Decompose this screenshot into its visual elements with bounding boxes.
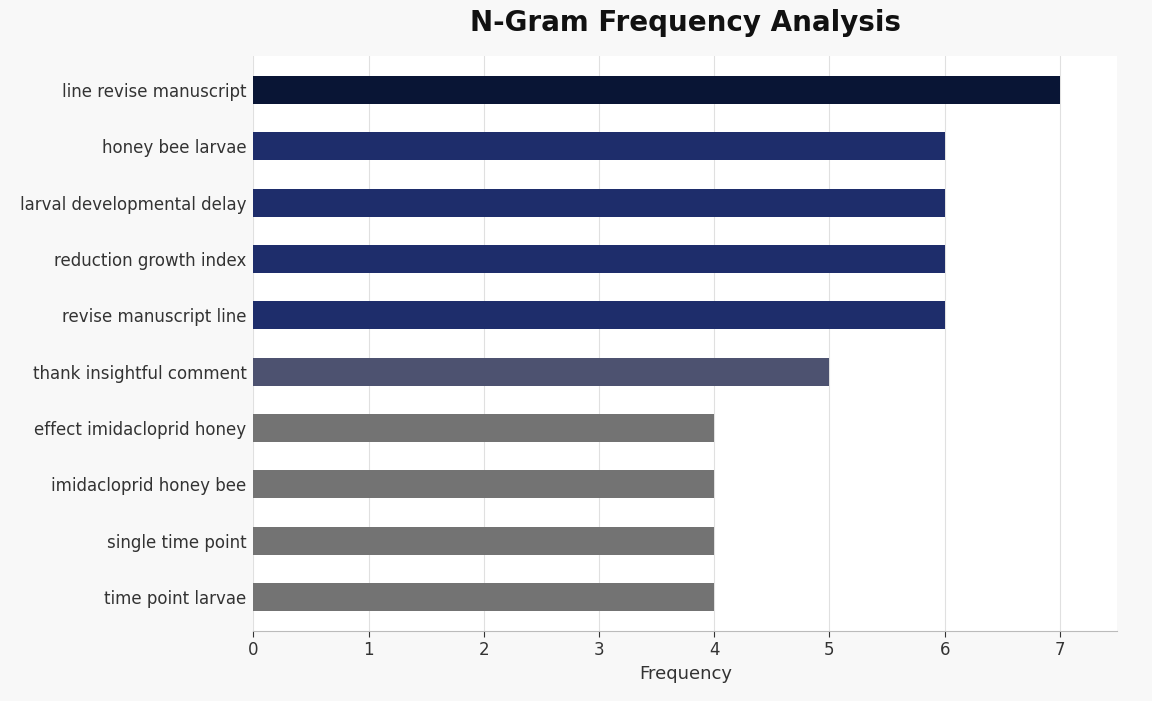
Bar bbox=[253, 414, 714, 442]
Bar bbox=[253, 470, 714, 498]
Bar bbox=[253, 358, 829, 386]
X-axis label: Frequency: Frequency bbox=[639, 665, 732, 683]
Bar bbox=[253, 526, 714, 554]
Title: N-Gram Frequency Analysis: N-Gram Frequency Analysis bbox=[470, 9, 901, 37]
Bar bbox=[253, 245, 945, 273]
Bar bbox=[253, 76, 1060, 104]
Bar bbox=[253, 189, 945, 217]
Bar bbox=[253, 301, 945, 329]
Bar bbox=[253, 583, 714, 611]
Bar bbox=[253, 132, 945, 161]
